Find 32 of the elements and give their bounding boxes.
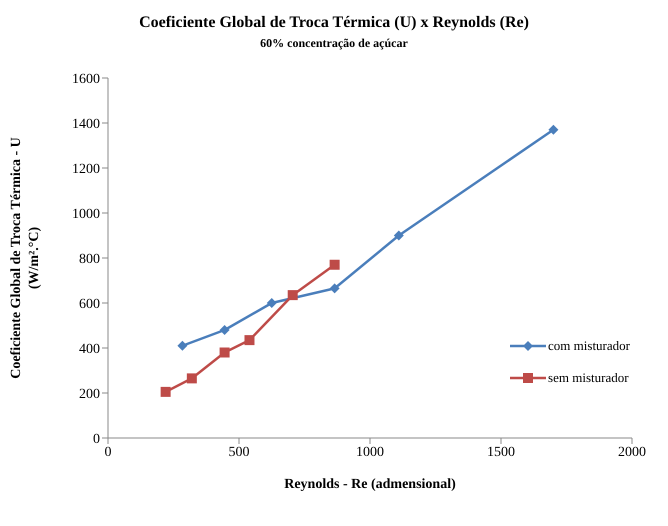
chart-subtitle: 60% concentração de açúcar: [259, 36, 409, 51]
point: [288, 290, 298, 300]
y-tick-label: 1400: [72, 116, 100, 132]
point: [244, 335, 254, 346]
chart-title: Coeficiente Global de Troca Térmica (U) x Reynolds (Re): [138, 14, 530, 32]
x-axis-title: Reynolds - Re (admensional): [284, 477, 456, 492]
x-tick-label: 0: [104, 444, 112, 460]
y-tick-label: 200: [79, 386, 100, 402]
y-tick-label: 600: [79, 296, 100, 312]
legend-label: com misturador: [548, 338, 630, 354]
point: [266, 298, 277, 308]
x-tick-label: 1000: [356, 444, 384, 460]
y-axis-title: Coeficiente Global de Troca Térmica - U (W/m².°C): [9, 137, 42, 379]
y-tick-label: 0: [93, 432, 100, 447]
legend-label: sem misturador: [548, 370, 629, 386]
point: [548, 124, 558, 135]
y-tick-label: 400: [79, 342, 100, 357]
y-tick-label: 1200: [72, 162, 100, 177]
point: [330, 260, 340, 270]
point: [220, 348, 230, 358]
x-tick-label: 1500: [487, 444, 515, 460]
point: [220, 325, 230, 335]
x-tick-label: 2000: [618, 444, 646, 460]
y-tick-label: 1000: [72, 206, 100, 222]
point: [160, 386, 171, 397]
point: [330, 283, 340, 294]
point: [177, 340, 188, 351]
point: [186, 373, 197, 384]
y-tick-label: 1600: [72, 72, 100, 87]
x-tick-label: 500: [228, 444, 250, 460]
y-tick-label: 800: [79, 252, 100, 267]
point: [394, 230, 404, 240]
